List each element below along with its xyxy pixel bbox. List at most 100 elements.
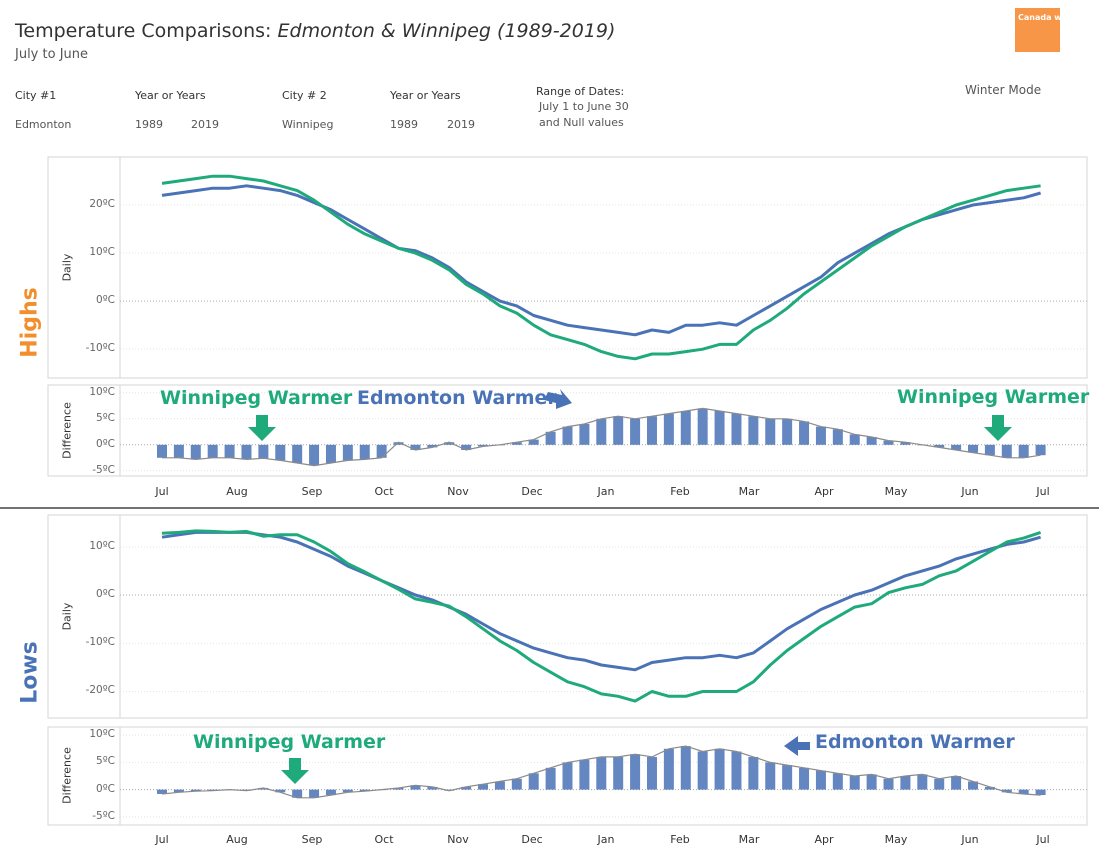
difference-bar	[157, 444, 167, 458]
logo[interactable]: Canada weather nerdery	[1015, 8, 1099, 52]
difference-bar	[917, 774, 928, 790]
x-tick-label: Mar	[738, 485, 760, 498]
x-tick-label: Sep	[301, 833, 323, 846]
difference-bar	[883, 778, 894, 790]
years2-from[interactable]: 1989	[390, 118, 418, 131]
difference-bar	[968, 781, 979, 790]
y-tick-label: 0ºC	[96, 782, 115, 795]
annotation-label: Winnipeg Warmer	[193, 731, 386, 753]
years2-to[interactable]: 2019	[447, 118, 475, 131]
y-tick-label: -20ºC	[85, 684, 115, 697]
difference-bar	[342, 444, 353, 461]
y-axis-label: Daily	[60, 253, 74, 281]
difference-bar	[579, 759, 590, 790]
difference-bar	[376, 444, 387, 458]
arrow-down-icon	[248, 415, 276, 441]
x-tick-label: Feb	[670, 833, 690, 846]
x-tick-label: Jun	[961, 833, 979, 846]
difference-bar	[782, 765, 793, 790]
difference-bar	[325, 789, 336, 796]
difference-bar	[883, 440, 894, 445]
years1-from[interactable]: 1989	[135, 118, 163, 131]
difference-bar	[663, 748, 674, 790]
x-tick-label: Aug	[226, 833, 248, 846]
range-line2[interactable]: and Null values	[539, 116, 624, 129]
difference-bar	[562, 426, 573, 445]
difference-bar	[241, 444, 252, 460]
years1-to[interactable]: 2019	[191, 118, 219, 131]
difference-bar	[1001, 444, 1012, 458]
annotation-label: Winnipeg Warmer	[897, 386, 1090, 408]
difference-bar	[511, 442, 522, 445]
y-tick-label: 10ºC	[89, 246, 115, 259]
difference-bar	[765, 418, 776, 445]
winter-mode-toggle[interactable]: Winter Mode	[965, 83, 1042, 97]
difference-bar	[359, 444, 370, 460]
difference-bar	[900, 776, 911, 790]
difference-bar	[309, 789, 320, 798]
annotation-label: Winnipeg Warmer	[160, 387, 353, 409]
panel-frame	[47, 514, 1088, 719]
arrow-right-icon	[544, 389, 572, 409]
difference-bar	[663, 413, 674, 445]
difference-bar	[866, 437, 877, 445]
difference-bar	[596, 418, 607, 445]
range-label: Range of Dates:	[536, 85, 625, 98]
difference-bar	[630, 754, 641, 790]
difference-bar	[461, 444, 472, 450]
difference-bar	[697, 751, 708, 790]
difference-bar	[815, 426, 826, 445]
range-line1[interactable]: July 1 to June 30	[539, 100, 629, 113]
y-tick-label: 10ºC	[89, 539, 115, 552]
city2-label: City # 2	[282, 89, 327, 102]
y-tick-label: 10ºC	[89, 385, 115, 398]
panel-frame	[47, 726, 1088, 826]
x-tick-label: Jun	[961, 485, 979, 498]
difference-bar	[1035, 444, 1046, 456]
difference-bar	[1001, 789, 1012, 793]
difference-bar	[951, 776, 962, 790]
x-tick-label: Jul	[155, 833, 169, 846]
city1-select[interactable]: Edmonton	[15, 118, 72, 131]
x-tick-label: Dec	[521, 485, 543, 498]
y-axis-label: Difference	[60, 401, 74, 459]
difference-bar	[173, 444, 184, 458]
y-tick-label: -5ºC	[92, 463, 115, 476]
difference-bar	[342, 789, 353, 793]
annotation-label: Edmonton Warmer	[357, 387, 557, 409]
difference-bar	[292, 444, 303, 463]
difference-bar	[173, 789, 184, 793]
y-tick-label: 20ºC	[89, 198, 115, 211]
difference-bar	[934, 444, 945, 448]
section-label-lows: Lows	[17, 641, 43, 704]
panel-frame	[47, 384, 1088, 477]
y-tick-label: 10ºC	[89, 728, 115, 741]
difference-bar	[157, 789, 167, 794]
x-tick-label: Nov	[447, 485, 469, 498]
x-tick-label: Apr	[814, 485, 834, 498]
difference-bar	[410, 785, 421, 790]
x-tick-label: Aug	[226, 485, 248, 498]
arrow-down-icon	[281, 758, 309, 784]
difference-bar	[1018, 789, 1029, 794]
city2-select[interactable]: Winnipeg	[282, 118, 334, 131]
difference-bar	[900, 442, 911, 445]
difference-bar	[427, 444, 438, 448]
difference-bar	[224, 444, 235, 458]
years1-label: Year or Years	[135, 89, 206, 102]
difference-bar	[325, 444, 336, 463]
difference-bar	[478, 444, 489, 447]
y-tick-label: 0ºC	[96, 437, 115, 450]
difference-bar	[968, 444, 979, 453]
y-tick-label: -10ºC	[85, 636, 115, 649]
x-tick-label: Nov	[447, 833, 469, 846]
city1-label: City #1	[15, 89, 57, 102]
difference-bar	[748, 756, 759, 790]
difference-trend-line	[162, 407, 1041, 467]
difference-bar	[494, 781, 505, 790]
difference-bar	[461, 786, 472, 790]
y-tick-label: -5ºC	[92, 809, 115, 822]
difference-bar	[714, 748, 725, 790]
difference-bar	[292, 789, 303, 798]
